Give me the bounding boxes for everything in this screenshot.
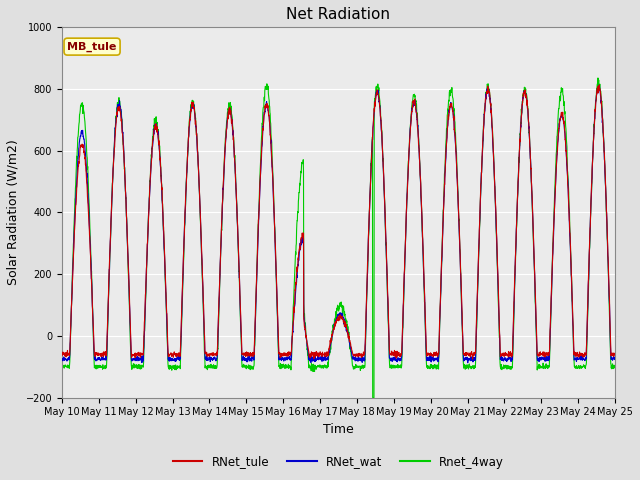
Legend: RNet_tule, RNet_wat, Rnet_4way: RNet_tule, RNet_wat, Rnet_4way — [168, 451, 509, 473]
Text: MB_tule: MB_tule — [67, 41, 116, 52]
X-axis label: Time: Time — [323, 423, 354, 436]
Title: Net Radiation: Net Radiation — [287, 7, 390, 22]
Y-axis label: Solar Radiation (W/m2): Solar Radiation (W/m2) — [7, 140, 20, 285]
